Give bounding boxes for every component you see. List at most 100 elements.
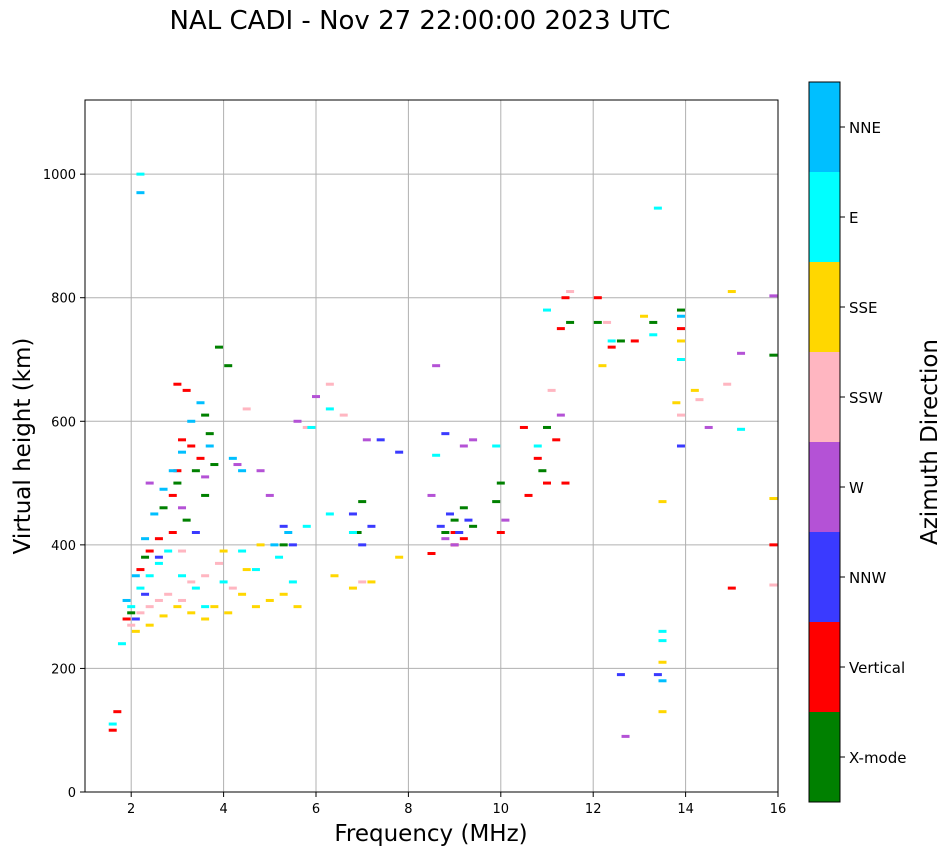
point-w-11 bbox=[441, 537, 450, 541]
point-e-8 bbox=[191, 586, 200, 590]
point-nnw-0 bbox=[131, 617, 140, 621]
point-vertical-7 bbox=[173, 469, 182, 473]
point-sse-2 bbox=[159, 614, 168, 618]
point-nne-15 bbox=[658, 679, 667, 683]
point-ssw-2 bbox=[145, 605, 154, 609]
point-sse-28 bbox=[672, 401, 681, 405]
point-x-mode-18 bbox=[469, 524, 478, 528]
point-vertical-27 bbox=[676, 327, 685, 331]
point-w-10 bbox=[432, 364, 441, 368]
point-e-22 bbox=[533, 444, 542, 448]
point-w-3 bbox=[233, 463, 242, 467]
point-x-mode-11 bbox=[205, 432, 214, 436]
point-vertical-21 bbox=[552, 438, 561, 442]
point-x-mode-0 bbox=[127, 611, 136, 615]
plot-frame bbox=[84, 99, 779, 793]
point-w-8 bbox=[362, 438, 371, 442]
x-tick-label-3: 8 bbox=[404, 802, 412, 817]
point-nne-8 bbox=[196, 401, 205, 405]
y-tick-label-0: 0 bbox=[68, 786, 76, 801]
colorbar-frame bbox=[808, 81, 841, 803]
point-x-mode-4 bbox=[182, 518, 191, 522]
point-nne-10 bbox=[228, 456, 237, 460]
point-vertical-12 bbox=[196, 456, 205, 460]
colorbar: X-mode Vertical NNW W SSW SSE E NNE bbox=[808, 81, 906, 803]
colorbar-swatch-nne bbox=[809, 82, 840, 172]
point-x-mode-7 bbox=[210, 463, 219, 467]
point-sse-5 bbox=[201, 617, 210, 621]
point-x-mode-21 bbox=[538, 469, 547, 473]
point-nne-3 bbox=[150, 512, 159, 516]
x-axis-ticks: 2 4 6 8 10 12 14 16 bbox=[127, 792, 786, 817]
point-vertical-18 bbox=[524, 493, 533, 497]
point-sse-3 bbox=[173, 605, 182, 609]
point-ssw-22 bbox=[769, 583, 778, 587]
y-tick-label-3: 600 bbox=[51, 415, 76, 430]
point-nnw-12 bbox=[445, 512, 454, 516]
point-ssw-5 bbox=[178, 598, 187, 602]
point-ssw-16 bbox=[547, 388, 556, 392]
point-sse-23 bbox=[658, 660, 667, 664]
point-e-31 bbox=[136, 172, 145, 176]
colorbar-swatch-sse bbox=[809, 262, 840, 352]
point-sse-21 bbox=[640, 314, 649, 318]
point-vertical-30 bbox=[427, 552, 436, 556]
point-vertical-17 bbox=[496, 531, 505, 534]
point-e-19 bbox=[325, 407, 334, 411]
point-ssw-9 bbox=[228, 586, 237, 590]
colorbar-swatch-vertical bbox=[809, 622, 840, 712]
colorbar-label-nnw: NNW bbox=[849, 569, 886, 587]
point-nnw-14 bbox=[464, 518, 473, 522]
colorbar-swatch-ssw bbox=[809, 352, 840, 442]
point-ssw-20 bbox=[695, 398, 704, 402]
point-vertical-22 bbox=[556, 327, 565, 331]
point-x-mode-24 bbox=[593, 320, 602, 324]
point-ssw-4 bbox=[164, 592, 173, 596]
point-nnw-9 bbox=[376, 438, 385, 442]
point-sse-0 bbox=[131, 629, 140, 633]
x-tick-label-6: 14 bbox=[677, 802, 694, 817]
point-e-25 bbox=[649, 333, 658, 337]
y-axis-label: Virtual height (km) bbox=[10, 338, 36, 555]
point-e-15 bbox=[302, 524, 311, 528]
point-vertical-14 bbox=[450, 531, 459, 534]
point-nne-14 bbox=[136, 191, 145, 195]
point-x-mode-8 bbox=[201, 413, 210, 417]
point-vertical-8 bbox=[178, 438, 187, 442]
colorbar-label: Azimuth Direction bbox=[917, 339, 943, 545]
point-sse-29 bbox=[676, 339, 685, 343]
point-x-mode-22 bbox=[543, 425, 551, 429]
point-nnw-6 bbox=[348, 512, 357, 516]
point-x-mode-13 bbox=[353, 531, 362, 534]
point-x-mode-2 bbox=[159, 506, 168, 510]
point-sse-14 bbox=[242, 568, 251, 572]
point-sse-15 bbox=[256, 543, 265, 547]
point-ssw-0 bbox=[127, 623, 136, 627]
point-ssw-13 bbox=[325, 382, 334, 386]
point-e-4 bbox=[145, 574, 154, 578]
colorbar-swatch-w bbox=[809, 442, 840, 532]
point-vertical-19 bbox=[543, 481, 551, 485]
point-nnw-18 bbox=[676, 444, 685, 448]
data-points bbox=[108, 172, 778, 738]
point-e-2 bbox=[127, 605, 136, 609]
point-vertical-20 bbox=[561, 481, 570, 485]
y-tick-label-1: 200 bbox=[51, 662, 76, 677]
point-nne-7 bbox=[187, 419, 196, 423]
y-tick-label-2: 400 bbox=[51, 539, 76, 554]
point-w-16 bbox=[556, 413, 565, 417]
point-e-21 bbox=[492, 444, 501, 448]
point-x-mode-19 bbox=[492, 500, 501, 504]
point-w-0 bbox=[145, 481, 154, 485]
point-ssw-11 bbox=[242, 407, 251, 411]
point-vertical-25 bbox=[607, 345, 616, 349]
point-vertical-31 bbox=[519, 425, 528, 429]
colorbar-label-vertical: Vertical bbox=[849, 659, 905, 677]
point-e-3 bbox=[136, 586, 145, 590]
x-tick-label-7: 16 bbox=[770, 802, 787, 817]
x-tick-label-0: 2 bbox=[127, 802, 135, 817]
point-w-4 bbox=[256, 469, 265, 473]
point-vertical-10 bbox=[173, 382, 182, 386]
point-e-23 bbox=[543, 308, 551, 312]
